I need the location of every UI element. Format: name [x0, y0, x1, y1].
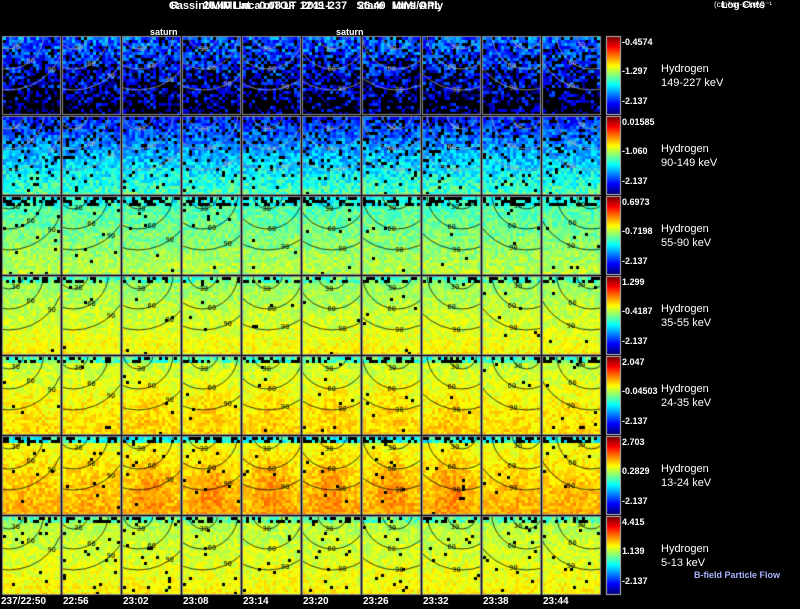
colorbar-min-label: -2.137	[622, 256, 648, 266]
colorbar-min-label: -2.137	[622, 176, 648, 186]
bfield-particle-flow-label: B-field Particle Flow	[694, 570, 781, 580]
colorbar-mid-label: -0.04503	[622, 386, 658, 396]
species-label: Hydrogen	[661, 463, 709, 475]
energy-range-label: 13-24 keV	[661, 477, 712, 489]
energy-range-label: 5-13 keV	[661, 557, 706, 569]
colorbar-max-label: 2.703	[622, 437, 645, 447]
colorbar-min-label: -2.137	[622, 576, 648, 586]
time-tick-label: 23:08	[183, 596, 209, 607]
colorbar-max-label: 0.6973	[622, 197, 650, 207]
colorbar-min-label: -2.137	[622, 416, 648, 426]
colorbar-mid-label: 1.139	[622, 546, 645, 556]
plot-subtitle: R 26.40 Lat 0.08 LT 1249 L 26.40 MIMI/AP…	[170, 0, 442, 12]
time-tick-label: 23:26	[363, 596, 389, 607]
colorbar-mid-label: 0.2829	[622, 466, 650, 476]
colorbar-min-label: -2.137	[622, 96, 648, 106]
saturn-direction-marker: saturn	[150, 27, 178, 37]
species-label: Hydrogen	[661, 303, 709, 315]
energy-range-label: 55-90 keV	[661, 237, 712, 249]
time-tick-label: 23:02	[123, 596, 149, 607]
saturn-direction-marker: saturn	[336, 27, 364, 37]
species-label: Hydrogen	[661, 543, 709, 555]
species-label: Hydrogen	[661, 143, 709, 155]
species-label: Hydrogen	[661, 223, 709, 235]
colorbar-units-label: (cm²-sr-s-keV)⁻¹	[714, 0, 772, 9]
energy-range-label: 149-227 keV	[661, 77, 724, 89]
time-tick-label: 23:14	[243, 596, 269, 607]
colorbar-max-label: 4.415	[622, 517, 645, 527]
time-tick-label: 23:20	[303, 596, 329, 607]
colorbar-min-label: -2.137	[622, 496, 648, 506]
colorbar-max-label: 2.047	[622, 357, 645, 367]
colorbar-max-label: -0.4574	[622, 37, 653, 47]
time-tick-label: 23:32	[423, 596, 449, 607]
colorbar-max-label: 1.299	[622, 277, 645, 287]
species-label: Hydrogen	[661, 383, 709, 395]
colorbar-title: Log Cnts	[721, 0, 765, 11]
energy-range-label: 35-55 keV	[661, 317, 712, 329]
time-tick-label: 22:56	[63, 596, 89, 607]
plot-title: Cassini/MIMI Inca mTOF 2011-237 Stare Io…	[168, 0, 444, 12]
colorbar-max-label: 0.01585	[622, 117, 655, 127]
colorbar-mid-label: -0.7198	[622, 226, 653, 236]
colorbar-mid-label: -0.4187	[622, 306, 653, 316]
energy-range-label: 24-35 keV	[661, 397, 712, 409]
colorbar-min-label: -2.137	[622, 336, 648, 346]
time-tick-label: 23:38	[483, 596, 509, 607]
time-tick-label: 237/22:50	[1, 596, 47, 607]
time-tick-label: 23:44	[543, 596, 569, 607]
colorbar-mid-label: -1.060	[622, 146, 648, 156]
species-label: Hydrogen	[661, 63, 709, 75]
colorbar-mid-label: -1.297	[622, 66, 648, 76]
energy-range-label: 90-149 keV	[661, 157, 718, 169]
